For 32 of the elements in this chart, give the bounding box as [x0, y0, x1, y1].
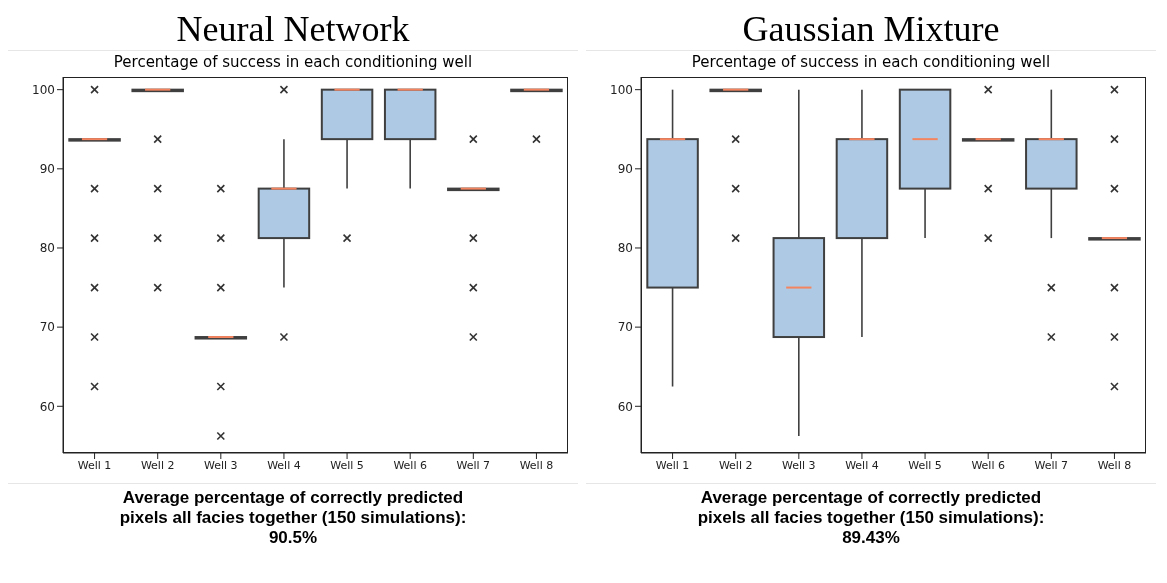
y-tick-label: 80	[39, 241, 55, 256]
x-tick-label: Well 4	[267, 458, 301, 472]
chart-title: Gaussian Mixture	[741, 8, 1001, 50]
x-tick-label: Well 2	[140, 458, 175, 472]
x-tick-label: Well 3	[782, 458, 816, 472]
x-tick-label: Well 5	[908, 458, 942, 472]
y-tick-label: 90	[617, 162, 633, 177]
x-tick-label: Well 7	[456, 458, 491, 472]
x-tick-label: Well 1	[655, 458, 690, 472]
x-tick-label: Well 7	[1034, 458, 1069, 472]
x-tick-label: Well 5	[330, 458, 364, 472]
chart-subtitle: Percentage of success in each conditioning well	[586, 50, 1156, 73]
y-tick-label: 70	[39, 320, 55, 335]
x-tick-label: Well 8	[1097, 458, 1132, 472]
x-tick-label: Well 2	[718, 458, 753, 472]
x-tick-label: Well 6	[393, 458, 427, 472]
y-tick-label: 60	[39, 399, 55, 414]
y-tick-label: 70	[617, 320, 633, 335]
x-tick-label: Well 8	[519, 458, 554, 472]
y-tick-label: 100	[610, 82, 633, 97]
text: Average percentage of correctly predicted pixels all facies together (150 simulations): 90.5%	[8, 483, 578, 548]
y-tick-label: 60	[617, 399, 633, 414]
x-tick-label: Well 1	[77, 458, 112, 472]
x-tick-label: Well 4	[845, 458, 879, 472]
x-tick-label: Well 3	[204, 458, 238, 472]
chart-title: Neural Network	[175, 8, 411, 50]
text: Average percentage of correctly predicted pixels all facies together (150 simulations): 89.43%	[586, 483, 1156, 548]
x-tick-label: Well 6	[971, 458, 1005, 472]
chart-subtitle: Percentage of success in each conditioning well	[8, 50, 578, 73]
y-tick-label: 80	[617, 241, 633, 256]
y-tick-label: 90	[39, 162, 55, 177]
y-tick-label: 100	[32, 82, 55, 97]
